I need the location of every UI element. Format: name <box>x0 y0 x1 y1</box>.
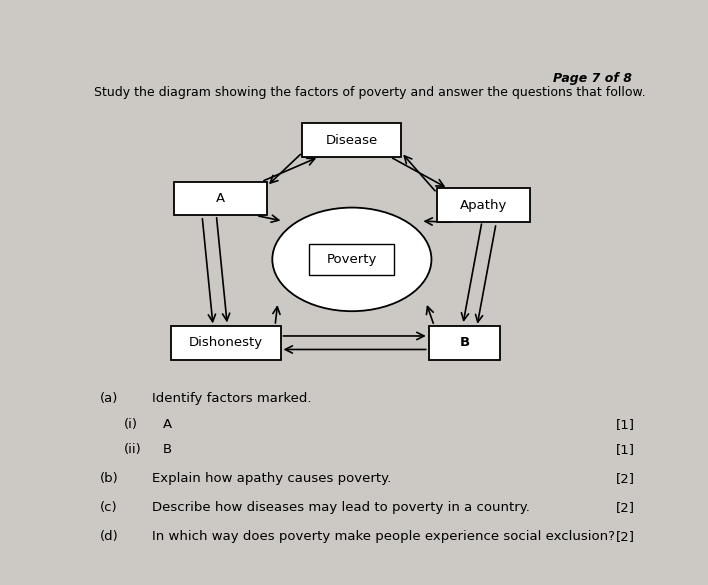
Text: Poverty: Poverty <box>326 253 377 266</box>
Text: Study the diagram showing the factors of poverty and answer the questions that f: Study the diagram showing the factors of… <box>94 86 646 99</box>
Text: [2]: [2] <box>615 530 634 543</box>
Text: (i): (i) <box>124 418 138 431</box>
Text: (a): (a) <box>99 393 118 405</box>
Text: Identify factors marked.: Identify factors marked. <box>152 393 311 405</box>
FancyBboxPatch shape <box>437 188 530 222</box>
Text: In which way does poverty make people experience social exclusion?: In which way does poverty make people ex… <box>152 530 615 543</box>
Text: Disease: Disease <box>326 133 378 146</box>
Text: (c): (c) <box>99 501 117 514</box>
Text: (d): (d) <box>99 530 118 543</box>
Text: [1]: [1] <box>615 418 634 431</box>
Text: B: B <box>459 336 469 349</box>
FancyBboxPatch shape <box>309 243 394 275</box>
FancyBboxPatch shape <box>302 123 401 157</box>
Text: [2]: [2] <box>615 501 634 514</box>
Text: Describe how diseases may lead to poverty in a country.: Describe how diseases may lead to povert… <box>152 501 530 514</box>
FancyBboxPatch shape <box>171 326 280 360</box>
Ellipse shape <box>273 208 431 311</box>
Text: Apathy: Apathy <box>460 199 507 212</box>
Text: [2]: [2] <box>615 472 634 485</box>
Text: (ii): (ii) <box>124 443 142 456</box>
FancyBboxPatch shape <box>173 182 267 215</box>
Text: B: B <box>163 443 172 456</box>
Text: A: A <box>163 418 172 431</box>
Text: Explain how apathy causes poverty.: Explain how apathy causes poverty. <box>152 472 391 485</box>
Text: (b): (b) <box>99 472 118 485</box>
Text: Page 7 of 8: Page 7 of 8 <box>553 73 632 85</box>
Text: A: A <box>216 192 224 205</box>
Text: [1]: [1] <box>615 443 634 456</box>
FancyBboxPatch shape <box>429 326 500 360</box>
Text: Dishonesty: Dishonesty <box>188 336 263 349</box>
